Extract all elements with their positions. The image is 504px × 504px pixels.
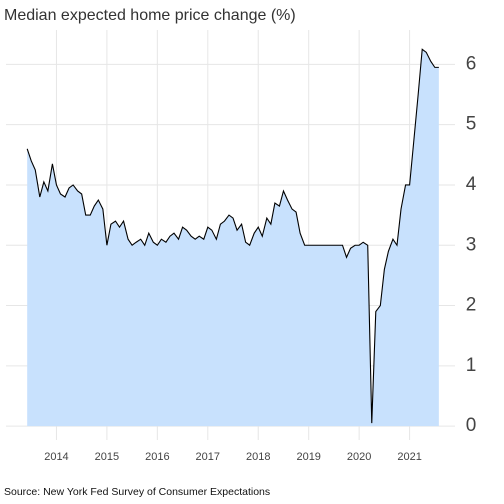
- x-tick-label: 2015: [95, 451, 119, 463]
- area-fill: [27, 49, 439, 427]
- y-tick-label: 3: [466, 234, 477, 255]
- x-tick-label: 2016: [145, 451, 169, 463]
- y-tick-label: 5: [466, 114, 477, 135]
- source-note: Source: New York Fed Survey of Consumer …: [4, 486, 270, 498]
- x-tick-label: 2018: [246, 451, 270, 463]
- chart-title: Median expected home price change (%): [4, 7, 296, 24]
- y-tick-label: 4: [466, 174, 477, 195]
- y-tick-label: 0: [466, 415, 477, 436]
- x-tick-label: 2020: [347, 451, 371, 463]
- x-tick-label: 2019: [296, 451, 320, 463]
- x-tick-label: 2017: [196, 451, 220, 463]
- y-tick-label: 1: [466, 355, 477, 376]
- x-tick-label: 2021: [397, 451, 421, 463]
- y-tick-label: 2: [466, 295, 477, 316]
- y-tick-label: 6: [466, 53, 477, 74]
- data-line: [26, 48, 439, 424]
- x-tick-label: 2014: [44, 451, 68, 463]
